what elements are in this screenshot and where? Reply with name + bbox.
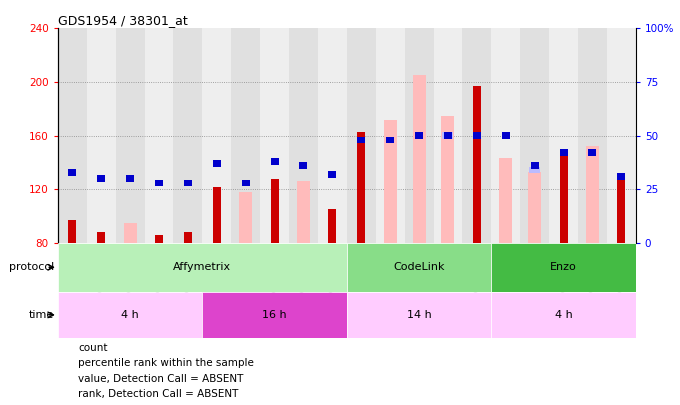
Text: Enzo: Enzo [550,262,577,272]
Bar [58,292,203,338]
Bar [289,28,318,243]
Text: 4 h: 4 h [555,310,573,320]
Bar [87,28,116,243]
Text: GDS1954 / 38301_at: GDS1954 / 38301_at [58,14,188,27]
Bar [413,75,426,243]
Bar [434,28,462,243]
Bar [528,172,541,243]
Text: 16 h: 16 h [262,310,287,320]
Bar [502,132,510,139]
Bar [347,28,376,243]
Bar [97,175,105,182]
Bar [271,158,279,165]
Bar [462,28,492,243]
Bar [578,28,607,243]
Bar [241,179,250,186]
Bar [318,28,347,243]
Bar [560,156,568,243]
Bar [357,136,365,143]
Bar [529,167,540,173]
Bar [347,292,492,338]
Bar [441,115,454,243]
Bar [58,243,347,292]
Bar [239,192,252,243]
Bar [328,171,337,178]
Bar [376,28,405,243]
Bar [499,158,512,243]
Text: protocol: protocol [9,262,54,272]
Bar [617,173,626,180]
Bar [184,232,192,243]
Bar [530,162,539,169]
Bar [271,179,279,243]
Bar [473,132,481,139]
Bar [116,28,144,243]
Bar [549,28,578,243]
Bar [617,179,626,243]
Bar [58,28,87,243]
Bar [386,136,394,143]
Bar [155,235,163,243]
Bar [184,179,192,186]
Bar [173,28,203,243]
Bar [492,243,636,292]
Bar [415,132,423,139]
Bar [97,232,105,243]
Text: value, Detection Call = ABSENT: value, Detection Call = ABSENT [78,374,243,384]
Bar [384,119,396,243]
Bar [520,28,549,243]
Text: Affymetrix: Affymetrix [173,262,231,272]
Bar [68,220,76,243]
Bar [68,169,76,175]
Bar [444,132,452,139]
Text: CodeLink: CodeLink [393,262,445,272]
Text: percentile rank within the sample: percentile rank within the sample [78,358,254,368]
Bar [588,149,596,156]
Bar [492,28,520,243]
Text: rank, Detection Call = ABSENT: rank, Detection Call = ABSENT [78,389,239,399]
Bar [203,292,347,338]
Text: 14 h: 14 h [407,310,431,320]
Bar [155,179,163,186]
Bar [260,28,289,243]
Bar [297,181,310,243]
Bar [328,209,337,243]
Bar [607,28,636,243]
Bar [560,149,568,156]
Bar [492,292,636,338]
Text: count: count [78,343,107,353]
Bar [357,132,365,243]
Bar [213,160,221,167]
Bar [586,147,599,243]
Bar [231,28,260,243]
Bar [124,223,137,243]
Bar [213,187,221,243]
Bar [405,28,434,243]
Bar [203,28,231,243]
Bar [443,132,454,139]
Bar [144,28,173,243]
Text: 4 h: 4 h [121,310,139,320]
Bar [299,162,307,169]
Text: time: time [29,310,54,320]
Bar [473,86,481,243]
Bar [347,243,492,292]
Bar [126,175,134,182]
